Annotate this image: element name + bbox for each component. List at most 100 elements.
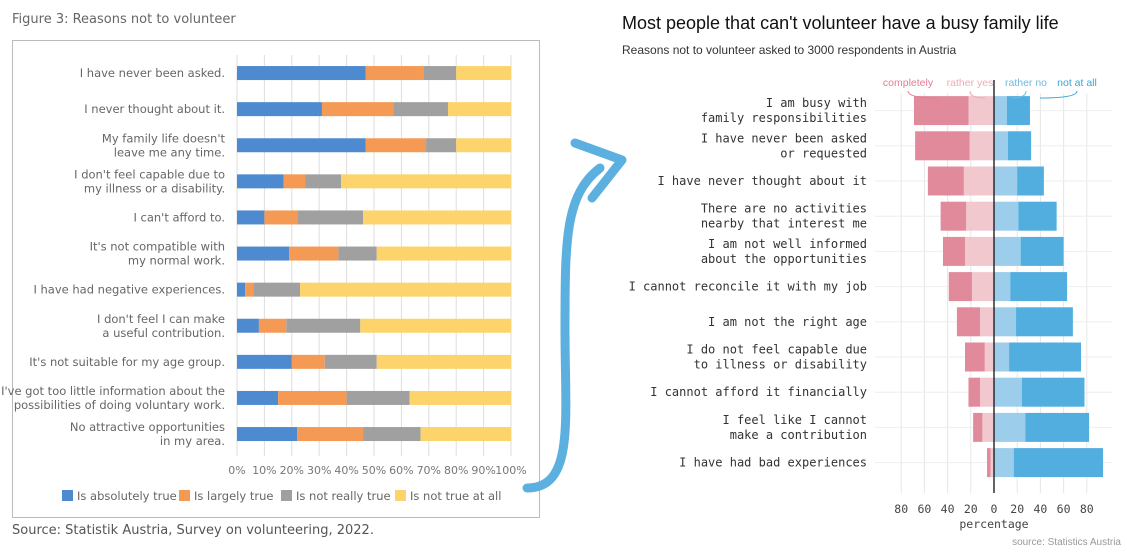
bar-segment (969, 131, 994, 161)
bar-segment (447, 102, 511, 117)
category-label: I have never thought about it (657, 174, 867, 188)
bar-segment (341, 174, 511, 189)
category-label: I have had negative experiences. (33, 283, 225, 297)
bar-segment (253, 282, 301, 297)
bar-segment (264, 210, 298, 225)
arrow-head (570, 138, 627, 203)
bar-segment (913, 96, 969, 126)
x-tick-label: 100% (495, 464, 526, 477)
category-label: I can't afford to. (133, 210, 225, 224)
bar-segment (363, 210, 511, 225)
x-tick-label: 0 (991, 502, 998, 516)
bar-segment (237, 174, 284, 189)
bar-segment (1007, 131, 1032, 161)
right-chart-title: Most people that can't volunteer have a … (622, 13, 1059, 33)
bar-segment (994, 272, 1011, 302)
bar-segment (982, 412, 994, 442)
category-label: I feel like I cannot (723, 413, 868, 427)
x-tick-label: 0% (228, 464, 245, 477)
right-source-note: source: Statistics Austria (1012, 537, 1121, 548)
bar-segment (994, 166, 1018, 196)
bar-segment (1021, 377, 1085, 407)
segment-annotation: not at all (1057, 77, 1097, 89)
bar-segment (237, 354, 292, 369)
bar-segment (365, 66, 424, 81)
bar-segment (948, 272, 972, 302)
x-tick-label: 60 (1057, 502, 1071, 516)
category-label: make a contribution (730, 428, 867, 442)
bar-segment (984, 342, 994, 372)
bar-segment (942, 236, 965, 266)
category-label: There are no activities (701, 202, 867, 216)
annotation-bracket (1011, 90, 1027, 99)
x-tick-label: 80 (894, 502, 908, 516)
segment-annotation: rather yes (947, 77, 994, 89)
category-label: my illness or a disability. (84, 181, 225, 195)
category-label: I cannot reconcile it with my job (629, 280, 867, 294)
bar-segment (915, 131, 970, 161)
bar-segment (1017, 166, 1044, 196)
category-label: I am not well informed (708, 237, 867, 251)
bar-segment (237, 138, 366, 153)
right-chart-subtitle: Reasons not to volunteer asked to 3000 r… (622, 43, 957, 57)
bar-segment (994, 377, 1022, 407)
bar-segment (300, 282, 511, 297)
bar-segment (297, 427, 364, 442)
bar-segment (980, 307, 994, 337)
x-tick-label: 90% (471, 464, 495, 477)
category-label: to illness or disability (694, 358, 867, 372)
bar-segment (980, 377, 994, 407)
bar-segment (237, 66, 366, 81)
bar-segment (346, 390, 410, 405)
bar-segment (409, 390, 511, 405)
bar-segment (237, 390, 279, 405)
connector-arrow (522, 138, 627, 493)
category-label: I am not the right age (708, 315, 867, 329)
legend-swatch (179, 490, 190, 501)
x-tick-label: 10% (252, 464, 276, 477)
bar-segment (990, 448, 994, 478)
x-tick-label: 30% (307, 464, 331, 477)
category-label: I have had bad experiences (679, 456, 867, 470)
left-source-note: Source: Statistik Austria, Survey on vol… (12, 523, 374, 538)
bar-segment (286, 318, 361, 333)
segment-annotation: rather no (1005, 77, 1047, 89)
annotation-bracket (907, 90, 939, 99)
category-label: my normal work. (128, 254, 225, 268)
bar-segment (994, 412, 1026, 442)
bar-segment (237, 282, 246, 297)
bar-segment (968, 377, 981, 407)
bar-segment (237, 246, 290, 261)
bar-segment (426, 138, 457, 153)
category-label: I don't feel I can make (97, 312, 225, 326)
annotation-bracket (1039, 90, 1078, 99)
arrow-shaft (522, 163, 605, 493)
x-axis-label: percentage (959, 517, 1028, 531)
annotation-bracket (969, 90, 986, 99)
x-tick-label: 40 (941, 502, 955, 516)
category-label: I don't feel capable due to (74, 167, 225, 181)
bar-segment (973, 412, 983, 442)
category-label: a useful contribution. (102, 326, 225, 340)
category-label: about the opportunities (701, 252, 867, 266)
left-figure-title: Figure 3: Reasons not to volunteer (12, 12, 236, 27)
category-label: nearby that interest me (701, 217, 867, 231)
bar-segment (289, 246, 339, 261)
x-tick-label: 80 (1080, 502, 1094, 516)
x-tick-label: 50% (362, 464, 386, 477)
bar-segment (1006, 96, 1030, 126)
x-tick-label: 40 (1033, 502, 1047, 516)
bar-segment (237, 210, 265, 225)
legend-swatch (395, 490, 406, 501)
bar-segment (237, 427, 298, 442)
x-tick-label: 20 (1010, 502, 1024, 516)
category-label: in my area. (160, 434, 225, 448)
segment-annotation: completely (883, 77, 934, 89)
bar-segment (1020, 236, 1064, 266)
bar-segment (365, 138, 427, 153)
bar-segment (258, 318, 287, 333)
bar-segment (968, 96, 994, 126)
bar-segment (360, 318, 511, 333)
bar-segment (376, 354, 511, 369)
category-label: I never thought about it. (84, 102, 225, 116)
